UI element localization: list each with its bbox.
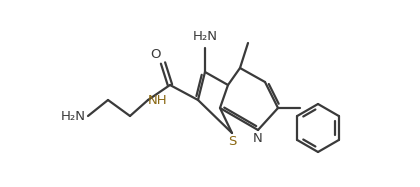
Text: NH: NH (148, 94, 168, 107)
Text: N: N (253, 132, 263, 145)
Text: S: S (228, 135, 236, 148)
Text: H₂N: H₂N (192, 30, 218, 43)
Text: O: O (150, 48, 161, 61)
Text: H₂N: H₂N (61, 110, 86, 122)
